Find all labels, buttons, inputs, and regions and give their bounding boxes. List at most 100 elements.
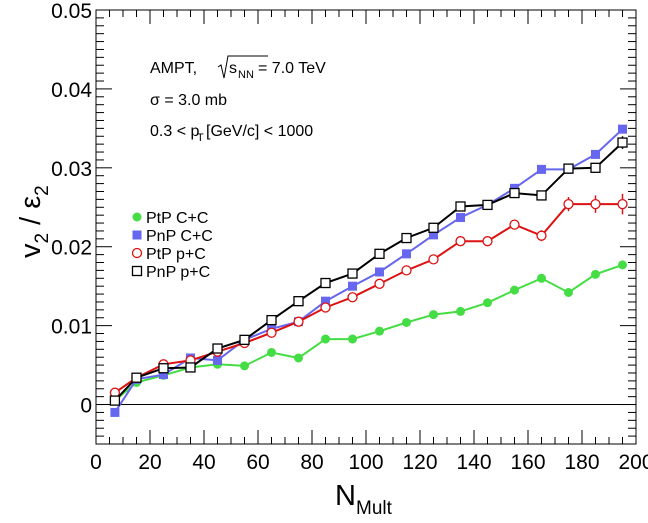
annotation-block: AMPT, s NN = 7.0 TeV σ = 3.0 mb 0.3 < p …	[150, 55, 326, 144]
legend-label: PtP C+C	[146, 210, 208, 227]
axes: 0 20 40 60 80 100 120 140 160 180 200 0 0.01 0.02 0.03…	[51, 0, 648, 474]
data-point	[375, 267, 384, 277]
legend-label: PnP p+C	[146, 264, 210, 281]
series-layer	[109, 124, 628, 417]
x-axis-title: N Mult	[335, 480, 393, 519]
data-point	[509, 219, 520, 230]
data-point	[110, 407, 120, 417]
x-tick-label: 200	[618, 451, 648, 474]
y-tick-label: 0.04	[51, 79, 92, 102]
y-tick-label: 0.05	[51, 0, 92, 23]
data-point	[591, 269, 600, 279]
data-point	[617, 198, 628, 210]
legend-label: PnP C+C	[146, 228, 213, 245]
data-point	[618, 260, 627, 270]
data-point	[401, 265, 412, 276]
x-tick-label: 60	[246, 451, 269, 474]
data-point	[401, 232, 412, 244]
data-point	[483, 298, 492, 308]
legend-marker	[131, 247, 143, 259]
data-point	[348, 334, 357, 344]
legend-marker	[131, 265, 143, 277]
data-point	[374, 278, 385, 289]
data-point	[158, 363, 169, 374]
y-tick-label: 0.01	[51, 316, 92, 339]
data-point	[321, 334, 330, 344]
data-point	[294, 353, 303, 363]
annotation-line2: σ = 3.0 mb	[150, 92, 227, 109]
data-point	[536, 190, 547, 201]
data-point	[212, 343, 223, 354]
data-point	[456, 306, 465, 316]
data-point	[213, 355, 222, 365]
legend-marker	[132, 212, 142, 222]
data-point	[348, 281, 357, 291]
y-axis-title-text: v2 / ε2	[15, 185, 53, 258]
legend-label: PtP p+C	[146, 246, 206, 263]
x-axis-title-sub: Mult	[356, 498, 393, 519]
data-point	[590, 162, 601, 173]
data-point	[266, 314, 277, 326]
x-tick-label: 120	[402, 451, 437, 474]
data-point	[429, 310, 438, 320]
data-point	[131, 372, 142, 383]
data-point	[375, 326, 384, 336]
data-point	[266, 327, 277, 338]
data-point	[185, 362, 196, 373]
legend-entry: PnP p+C	[131, 264, 210, 281]
data-point	[563, 163, 574, 174]
data-point	[617, 137, 628, 148]
x-tick-label: 40	[192, 451, 215, 474]
y-tick-label: 0.03	[51, 158, 92, 181]
data-point	[455, 236, 466, 247]
data-point	[536, 230, 547, 241]
data-point	[402, 317, 411, 327]
data-point	[293, 296, 304, 307]
sqrt-icon	[217, 55, 268, 79]
data-point	[456, 213, 465, 223]
annotation-sqrt-sub: NN	[238, 69, 254, 81]
x-tick-label: 80	[300, 451, 323, 474]
x-tick-label: 0	[90, 451, 102, 474]
data-point	[428, 254, 439, 265]
data-point	[428, 222, 439, 233]
data-point	[347, 268, 358, 279]
data-point	[293, 316, 304, 327]
y-axis-title: v2 / ε2	[15, 185, 53, 258]
data-point	[240, 361, 249, 371]
y-tick-label: 0.02	[51, 237, 92, 260]
data-point	[564, 287, 573, 297]
data-point	[320, 277, 331, 289]
data-point	[402, 249, 411, 259]
legend-entry: PtP p+C	[131, 246, 206, 263]
data-point	[510, 285, 519, 295]
data-point	[537, 164, 546, 174]
annotation-line3: 0.3 < p	[150, 123, 199, 140]
data-point	[455, 201, 466, 212]
data-point	[320, 302, 331, 313]
annotation-line1-suffix: = 7.0 TeV	[258, 60, 326, 77]
data-point	[537, 273, 546, 283]
annotation-line1: AMPT,	[150, 60, 197, 77]
data-point	[590, 198, 601, 210]
x-tick-label: 140	[456, 451, 491, 474]
x-tick-label: 20	[138, 451, 161, 474]
legend-entry: PtP C+C	[132, 210, 208, 227]
data-point	[109, 395, 121, 406]
x-axis-title-main: N	[335, 480, 356, 512]
data-point	[239, 334, 250, 345]
data-point	[591, 149, 600, 159]
data-point	[267, 347, 276, 357]
data-point	[347, 292, 358, 303]
data-point	[618, 124, 627, 134]
data-point	[482, 199, 493, 211]
y-tick-label: 0	[80, 395, 92, 418]
legend-entry: PnP C+C	[132, 228, 213, 245]
x-tick-label: 100	[348, 451, 383, 474]
annotation-sqrt-s: s	[229, 60, 237, 77]
data-point	[509, 187, 520, 199]
data-point	[563, 198, 574, 210]
